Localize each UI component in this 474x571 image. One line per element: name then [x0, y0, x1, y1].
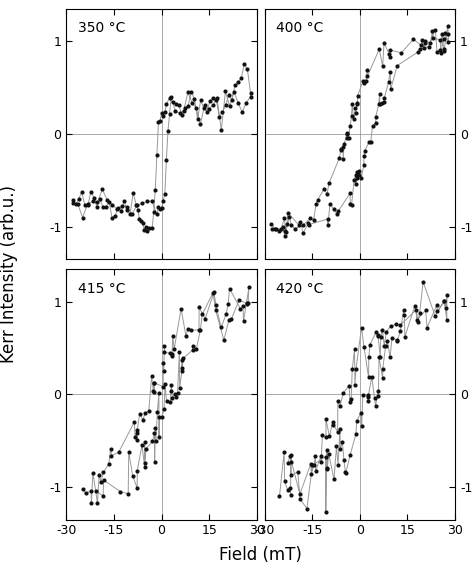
Text: Field (mT): Field (mT) [219, 546, 302, 564]
Text: Kerr Intensity (arb.u.): Kerr Intensity (arb.u.) [0, 185, 18, 363]
Text: 415 °C: 415 °C [78, 282, 125, 296]
Text: 420 °C: 420 °C [276, 282, 323, 296]
Text: 350 °C: 350 °C [78, 21, 125, 35]
Text: 400 °C: 400 °C [276, 21, 323, 35]
